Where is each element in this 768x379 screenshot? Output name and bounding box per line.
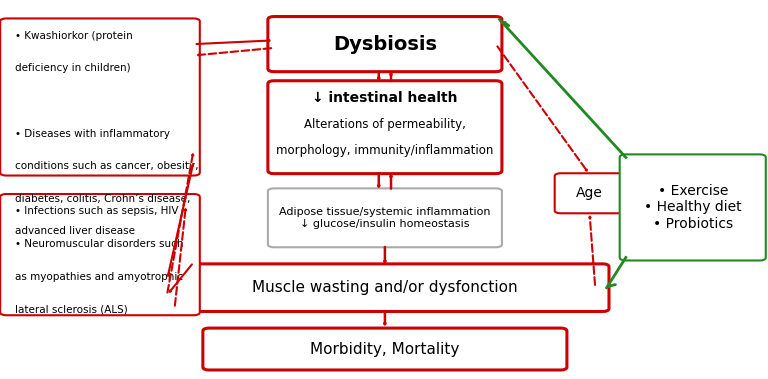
Text: lateral sclerosis (ALS): lateral sclerosis (ALS) [15,304,128,314]
Text: Alterations of permeability,: Alterations of permeability, [304,118,466,131]
Text: Morbidity, Mortality: Morbidity, Mortality [310,341,459,357]
FancyBboxPatch shape [268,81,502,174]
Text: Dysbiosis: Dysbiosis [333,34,437,53]
Text: • Exercise
• Healthy diet
• Probiotics: • Exercise • Healthy diet • Probiotics [644,184,742,231]
Text: Muscle wasting and/or dysfonction: Muscle wasting and/or dysfonction [252,280,518,295]
Text: conditions such as cancer, obesity,: conditions such as cancer, obesity, [15,161,199,171]
Text: ↓ intestinal health: ↓ intestinal health [312,91,458,105]
Text: • Diseases with inflammatory: • Diseases with inflammatory [15,128,170,139]
FancyBboxPatch shape [161,264,609,312]
FancyBboxPatch shape [268,17,502,72]
Text: Adipose tissue/systemic inflammation
↓ glucose/insulin homeostasis: Adipose tissue/systemic inflammation ↓ g… [279,207,491,229]
Text: morphology, immunity/inflammation: morphology, immunity/inflammation [276,144,494,157]
FancyBboxPatch shape [268,188,502,247]
Text: • Infections such as sepsis, HIV: • Infections such as sepsis, HIV [15,207,179,216]
FancyBboxPatch shape [203,328,567,370]
FancyBboxPatch shape [554,173,624,213]
FancyBboxPatch shape [0,194,200,315]
FancyBboxPatch shape [0,19,200,175]
FancyBboxPatch shape [620,154,766,260]
Text: • Neuromuscular disorders such: • Neuromuscular disorders such [15,239,184,249]
Text: deficiency in children): deficiency in children) [15,63,131,74]
Text: • Kwashiorkor (protein: • Kwashiorkor (protein [15,31,133,41]
Text: Age: Age [576,186,603,200]
Text: as myopathies and amyotrophic: as myopathies and amyotrophic [15,272,184,282]
Text: diabetes, colitis, Crohn’s disease,: diabetes, colitis, Crohn’s disease, [15,194,191,204]
Text: advanced liver disease: advanced liver disease [15,226,135,236]
